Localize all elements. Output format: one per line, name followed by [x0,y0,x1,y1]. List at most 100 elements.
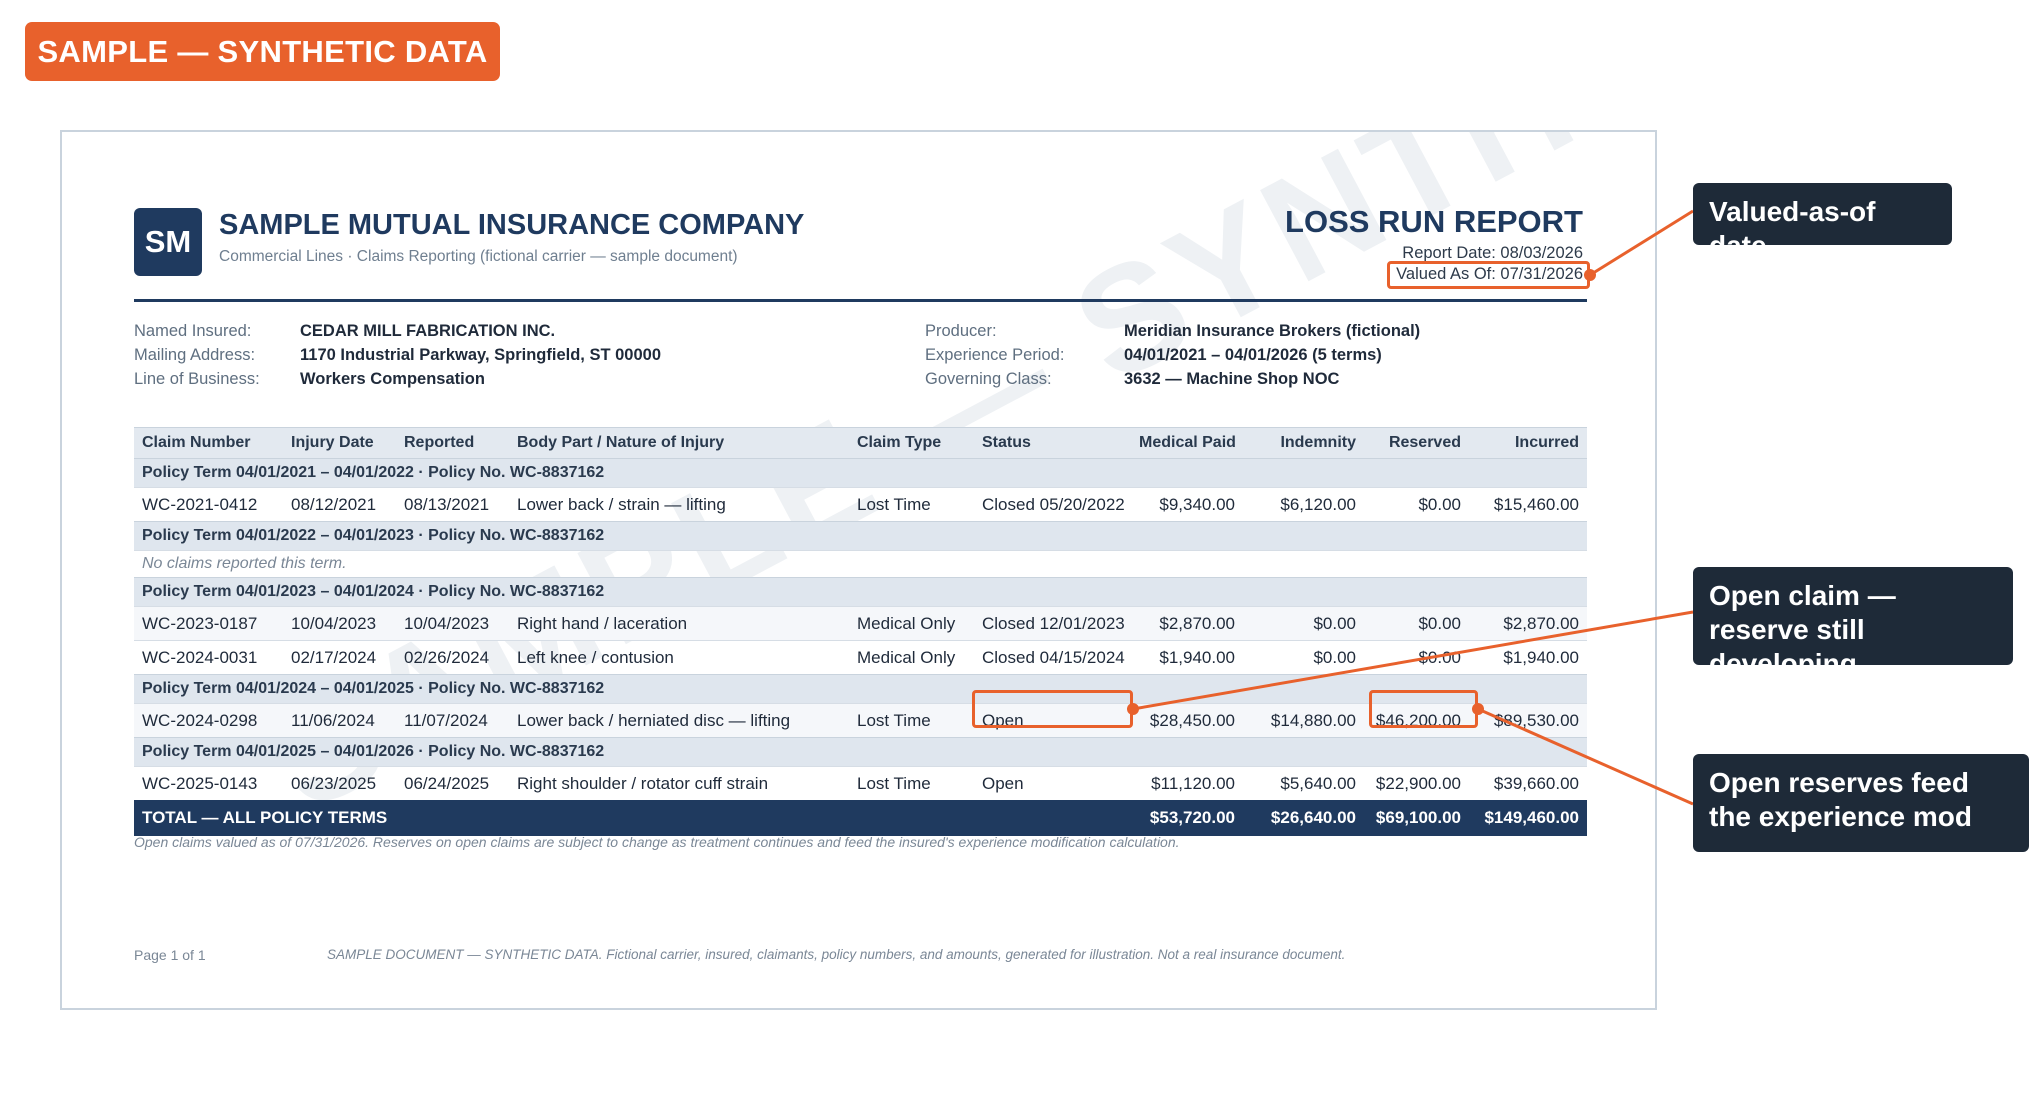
producer-label: Producer: [925,322,997,340]
claim-cell: Lower back / strain — lifting [509,487,849,522]
policy-term-label: Policy Term 04/01/2022 – 04/01/2023 · Po… [134,521,1587,551]
claim-cell: Medical Only [849,640,974,675]
claim-cell: $39,660.00 [1469,766,1587,800]
named-insured-label: Named Insured: [134,322,252,340]
claim-row: WC-2024-0031 02/17/2024 02/26/2024 Left kne… [134,640,1587,675]
claim-cell: $28,450.00 [1131,703,1243,738]
claim-cell: $6,120.00 [1243,487,1364,522]
claim-row: WC-2024-0298 11/06/2024 11/07/2024 Lower ba… [134,703,1587,738]
policy-term-row: Policy Term 04/01/2024 – 04/01/2025 · Po… [134,674,1587,704]
claim-cell: Closed 05/20/2022 [974,487,1131,522]
claim-cell: $0.00 [1243,640,1364,675]
claim-cell: WC-2025-0143 [134,766,283,800]
claim-cell: Lost Time [849,703,974,738]
claim-cell: 02/26/2024 [396,640,509,675]
claim-row: WC-2023-0187 10/04/2023 10/04/2023 Right ha… [134,606,1587,641]
claim-cell: $1,940.00 [1131,640,1243,675]
total-incurred: $149,460.00 [1469,800,1587,836]
report-title: LOSS RUN REPORT [1285,204,1583,239]
claim-cell: $22,900.00 [1364,766,1469,800]
claim-cell: Left knee / contusion [509,640,849,675]
valued-as-of-date: Valued As Of: 07/31/2026 [1396,265,1583,283]
named-insured-value: CEDAR MILL FABRICATION INC. [300,322,556,340]
claim-cell: $9,340.00 [1131,487,1243,522]
claim-row: WC-2021-0412 08/12/2021 08/13/2021 Lower ba… [134,487,1587,522]
column-header: Body Part / Nature of Injury [509,427,849,459]
table-header-row: Claim Number Injury Date Reported Body Part… [134,427,1587,459]
report-date: Report Date: 08/03/2026 [1402,244,1583,262]
claim-cell: WC-2024-0031 [134,640,283,675]
claim-row: WC-2025-0143 06/23/2025 06/24/2025 Right sh… [134,766,1587,800]
column-header: Medical Paid [1131,427,1243,459]
loss-run-document: SAMPLE — SYNTHETIC DATA SM SAMPLE MUTUAL… [60,130,1657,1010]
claim-cell: 06/23/2025 [283,766,396,800]
no-claims-row: No claims reported this term. [134,550,1587,578]
claim-cell: $14,880.00 [1243,703,1364,738]
mailing-address-label: Mailing Address: [134,346,256,364]
governing-class-label: Governing Class: [925,370,1052,388]
claim-cell: $0.00 [1243,606,1364,641]
column-header: Indemnity [1243,427,1364,459]
callout-valued-date: Valued-as-of date [1693,183,1952,261]
governing-class-value: 3632 — Machine Shop NOC [1124,370,1340,388]
policy-term-row: Policy Term 04/01/2025 – 04/01/2026 · Po… [134,737,1587,767]
company-subtitle: Commercial Lines · Claims Reporting (fic… [219,248,738,265]
callout-open-claim: Open claim — reserve still developing [1693,567,2013,679]
claim-cell: Right shoulder / rotator cuff strain [509,766,849,800]
column-header: Status [974,427,1131,459]
footer-disclaimer: SAMPLE DOCUMENT — SYNTHETIC DATA. Fictio… [327,947,1346,962]
experience-period-value: 04/01/2021 – 04/01/2026 (5 terms) [1124,346,1382,364]
column-header: Claim Type [849,427,974,459]
table-footnote: Open claims valued as of 07/31/2026. Res… [134,834,1180,850]
column-header: Reserved [1364,427,1469,459]
policy-term-row: Policy Term 04/01/2022 – 04/01/2023 · Po… [134,521,1587,551]
policy-term-label: Policy Term 04/01/2023 – 04/01/2024 · Po… [134,577,1587,607]
total-reserved: $69,100.00 [1364,800,1469,836]
claim-cell: Lost Time [849,487,974,522]
sample-badge: SAMPLE — SYNTHETIC DATA [25,22,500,81]
claim-cell: 11/07/2024 [396,703,509,738]
claim-cell: 10/04/2023 [396,606,509,641]
claim-cell: Lost Time [849,766,974,800]
claim-cell: $11,120.00 [1131,766,1243,800]
claim-cell: Closed 12/01/2023 [974,606,1131,641]
claim-cell: Right hand / laceration [509,606,849,641]
claim-cell: $2,870.00 [1131,606,1243,641]
policy-term-label: Policy Term 04/01/2025 – 04/01/2026 · Po… [134,737,1587,767]
policy-term-row: Policy Term 04/01/2021 – 04/01/2022 · Po… [134,458,1587,488]
column-header: Claim Number [134,427,283,459]
claim-cell: 06/24/2025 [396,766,509,800]
claim-cell: $46,200.00 [1364,703,1469,738]
mailing-address-value: 1170 Industrial Parkway, Springfield, ST… [300,346,662,364]
claim-cell: $15,460.00 [1469,487,1587,522]
no-claims-text: No claims reported this term. [134,550,1587,578]
loss-run-table: Claim Number Injury Date Reported Body Part… [134,427,1587,836]
claim-cell: $0.00 [1364,487,1469,522]
total-medical: $53,720.00 [1131,800,1243,836]
total-label: TOTAL — ALL POLICY TERMS [134,800,1131,836]
policy-term-row: Policy Term 04/01/2023 – 04/01/2024 · Po… [134,577,1587,607]
column-header: Injury Date [283,427,396,459]
experience-period-label: Experience Period: [925,346,1065,364]
claim-cell: 10/04/2023 [283,606,396,641]
total-row: TOTAL — ALL POLICY TERMS $53,720.00 $26,64… [134,800,1587,836]
claim-cell: 08/13/2021 [396,487,509,522]
claim-cell: $5,640.00 [1243,766,1364,800]
company-logo: SM [134,208,202,276]
policy-term-label: Policy Term 04/01/2024 – 04/01/2025 · Po… [134,674,1587,704]
claim-cell: Open [974,703,1131,738]
policy-term-label: Policy Term 04/01/2021 – 04/01/2022 · Po… [134,458,1587,488]
claim-cell: Open [974,766,1131,800]
claim-cell: 08/12/2021 [283,487,396,522]
callout-open-reserves: Open reserves feed the experience mod [1693,754,2029,852]
claim-cell: Lower back / herniated disc — lifting [509,703,849,738]
column-header: Reported [396,427,509,459]
total-indemnity: $26,640.00 [1243,800,1364,836]
claim-cell: Closed 04/15/2024 [974,640,1131,675]
company-name: SAMPLE MUTUAL INSURANCE COMPANY [219,209,805,241]
line-of-business-label: Line of Business: [134,370,260,388]
claim-cell: WC-2021-0412 [134,487,283,522]
claim-cell: WC-2024-0298 [134,703,283,738]
producer-value: Meridian Insurance Brokers (fictional) [1124,322,1421,340]
